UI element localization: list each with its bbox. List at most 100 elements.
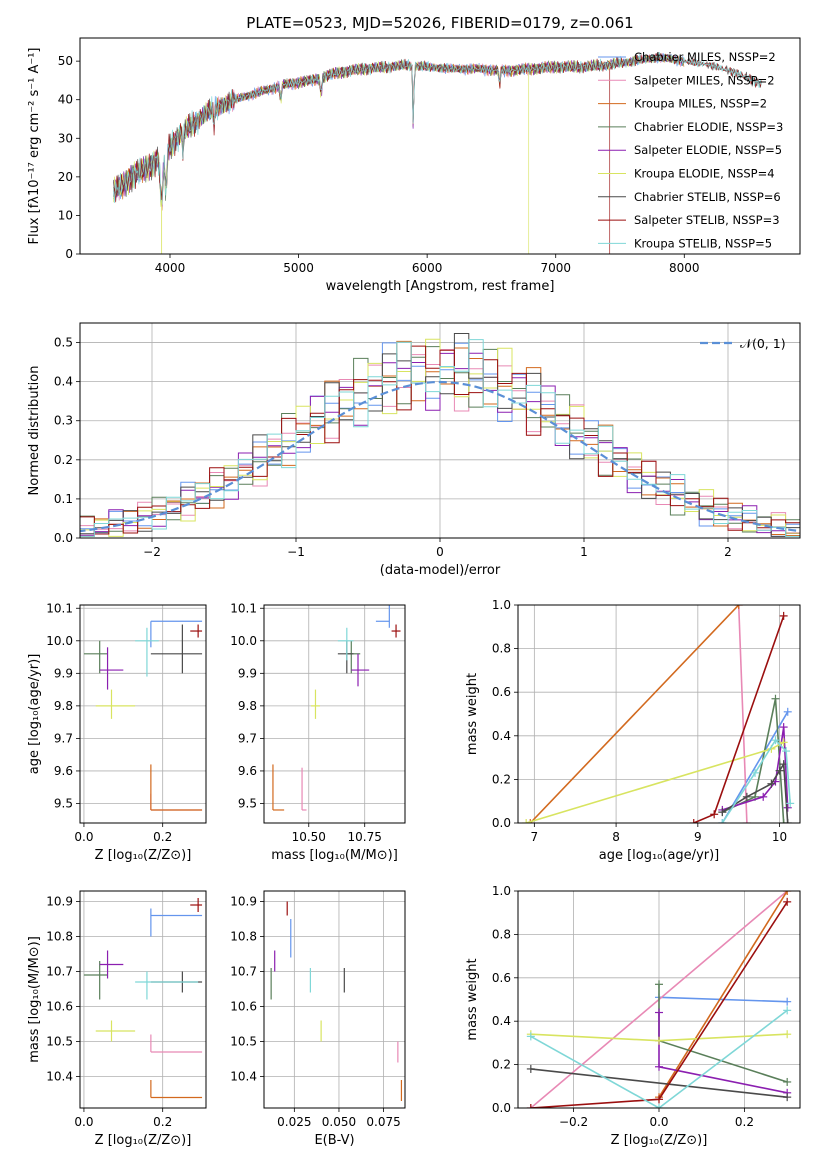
series-marker <box>771 736 780 745</box>
y-axis-label: age [log₁₀(age/yr)] <box>27 654 42 775</box>
y-tick-label: 50 <box>58 54 73 68</box>
x-axis-label: Z [log₁₀(Z/Z⊙)] <box>611 1133 708 1148</box>
x-tick-label: 2 <box>724 545 732 559</box>
series-marker <box>759 792 768 801</box>
series-marker <box>655 1036 663 1045</box>
series-line-6 <box>530 1068 788 1098</box>
x-tick-label: 6000 <box>412 261 443 275</box>
series-marker <box>710 810 719 819</box>
axes-frame <box>79 604 207 824</box>
y-tick-label: 0 <box>65 247 73 261</box>
data-point <box>150 764 203 811</box>
x-axis-label: wavelength [Angstrom, rest frame] <box>326 279 555 294</box>
y-tick-label: 10 <box>58 208 73 222</box>
x-tick-label: 1 <box>580 545 588 559</box>
y-tick-label: 20 <box>58 170 73 184</box>
series-marker <box>771 694 780 703</box>
series-marker <box>779 738 788 747</box>
data-point <box>83 961 108 1000</box>
series-marker <box>655 980 663 989</box>
y-tick-label: 9.9 <box>238 666 257 680</box>
y-tick-label: 9.7 <box>54 731 73 745</box>
plot-area <box>522 605 795 823</box>
y-tick-label: 0.0 <box>492 816 511 830</box>
axes-frame <box>263 604 406 824</box>
x-tick-label: 10.75 <box>348 830 382 844</box>
spectrum-line-8 <box>113 51 762 205</box>
legend-entry: Kroupa STELIB, NSSP=5 <box>634 236 772 250</box>
series-marker <box>526 1104 535 1108</box>
data-point <box>99 647 124 690</box>
legend-entry: Chabrier MILES, NSSP=2 <box>634 50 776 64</box>
y-tick-label: 10.9 <box>46 895 73 909</box>
y-tick-label: 9.7 <box>238 731 257 745</box>
series-marker <box>751 768 760 777</box>
series-marker <box>783 1006 792 1015</box>
series-marker <box>655 1062 663 1071</box>
x-tick-label: 0.2 <box>153 830 172 844</box>
series-marker <box>783 1077 792 1086</box>
x-tick-label: 0.0 <box>74 1115 93 1129</box>
x-tick-label: −0.2 <box>559 1115 588 1129</box>
x-tick-label: 10.50 <box>292 830 326 844</box>
series-marker <box>526 819 535 823</box>
y-tick-label: 10.6 <box>230 1000 257 1014</box>
series-marker <box>655 1008 663 1017</box>
y-tick-label: 10.8 <box>230 930 257 944</box>
data-point <box>301 767 307 811</box>
axes-frame <box>263 890 406 1109</box>
axes-frame <box>79 37 801 255</box>
y-tick-label: 9.5 <box>238 796 257 810</box>
series-marker <box>742 819 751 823</box>
data-point <box>150 908 203 937</box>
legend-entry: 𝒩(0, 1) <box>740 336 786 351</box>
data-point <box>95 1020 136 1042</box>
y-tick-label: 10.4 <box>230 1070 257 1084</box>
plot-area <box>83 620 203 811</box>
series-marker <box>526 1064 535 1073</box>
x-tick-label: −2 <box>143 545 161 559</box>
y-tick-label: 10.0 <box>230 634 257 648</box>
legend-entry: Chabrier STELIB, NSSP=6 <box>634 190 781 204</box>
y-tick-label: 10.5 <box>230 1035 257 1049</box>
data-point <box>150 1034 203 1053</box>
y-tick-label: 10.7 <box>46 965 73 979</box>
y-tick-label: 10.1 <box>230 601 257 615</box>
axes-frame <box>79 322 801 539</box>
series-marker <box>655 1104 663 1108</box>
y-tick-label: 10.4 <box>46 1070 73 1084</box>
x-tick-label: 5000 <box>283 261 314 275</box>
x-axis-label: Z [log₁₀(Z/Z⊙)] <box>95 848 192 863</box>
y-axis-label: mass weight <box>465 958 480 1040</box>
plot-area <box>83 898 203 1099</box>
panel-residuals: −2 −1 0 1 2 0.0 0.1 0.2 0.3 0.4 0.5 (data-model)/er… <box>27 322 801 578</box>
y-tick-label: 0.4 <box>492 1014 511 1028</box>
data-point <box>272 764 285 811</box>
y-tick-label: 0.6 <box>492 685 511 699</box>
series-marker <box>742 792 751 801</box>
series-marker <box>775 766 784 775</box>
series-marker <box>779 760 788 769</box>
plot-area <box>113 51 762 254</box>
data-point <box>135 971 199 1000</box>
y-tick-label: 10.9 <box>230 895 257 909</box>
panel-age-vs-mass: 10.50 10.75 9.5 9.6 9.7 9.8 9.9 10.0 10.1 mass [l… <box>230 601 406 863</box>
y-tick-label: 10.1 <box>46 601 73 615</box>
x-tick-label: 0.0 <box>74 830 93 844</box>
series-marker <box>783 819 792 823</box>
data-point <box>190 898 203 912</box>
series-marker <box>783 897 792 906</box>
data-point <box>150 1080 203 1099</box>
data-point <box>375 605 390 628</box>
y-tick-label: 9.5 <box>54 796 73 810</box>
series-marker <box>689 819 698 823</box>
series-marker <box>783 707 792 716</box>
series-marker <box>767 779 776 788</box>
legend-entry: Kroupa ELODIE, NSSP=4 <box>634 167 775 181</box>
gridlines <box>264 891 405 1108</box>
y-tick-label: 0.3 <box>54 414 73 428</box>
data-point <box>311 689 320 719</box>
x-tick-label: 8 <box>612 830 620 844</box>
x-axis-label: Z [log₁₀(Z/Z⊙)] <box>95 1133 192 1148</box>
